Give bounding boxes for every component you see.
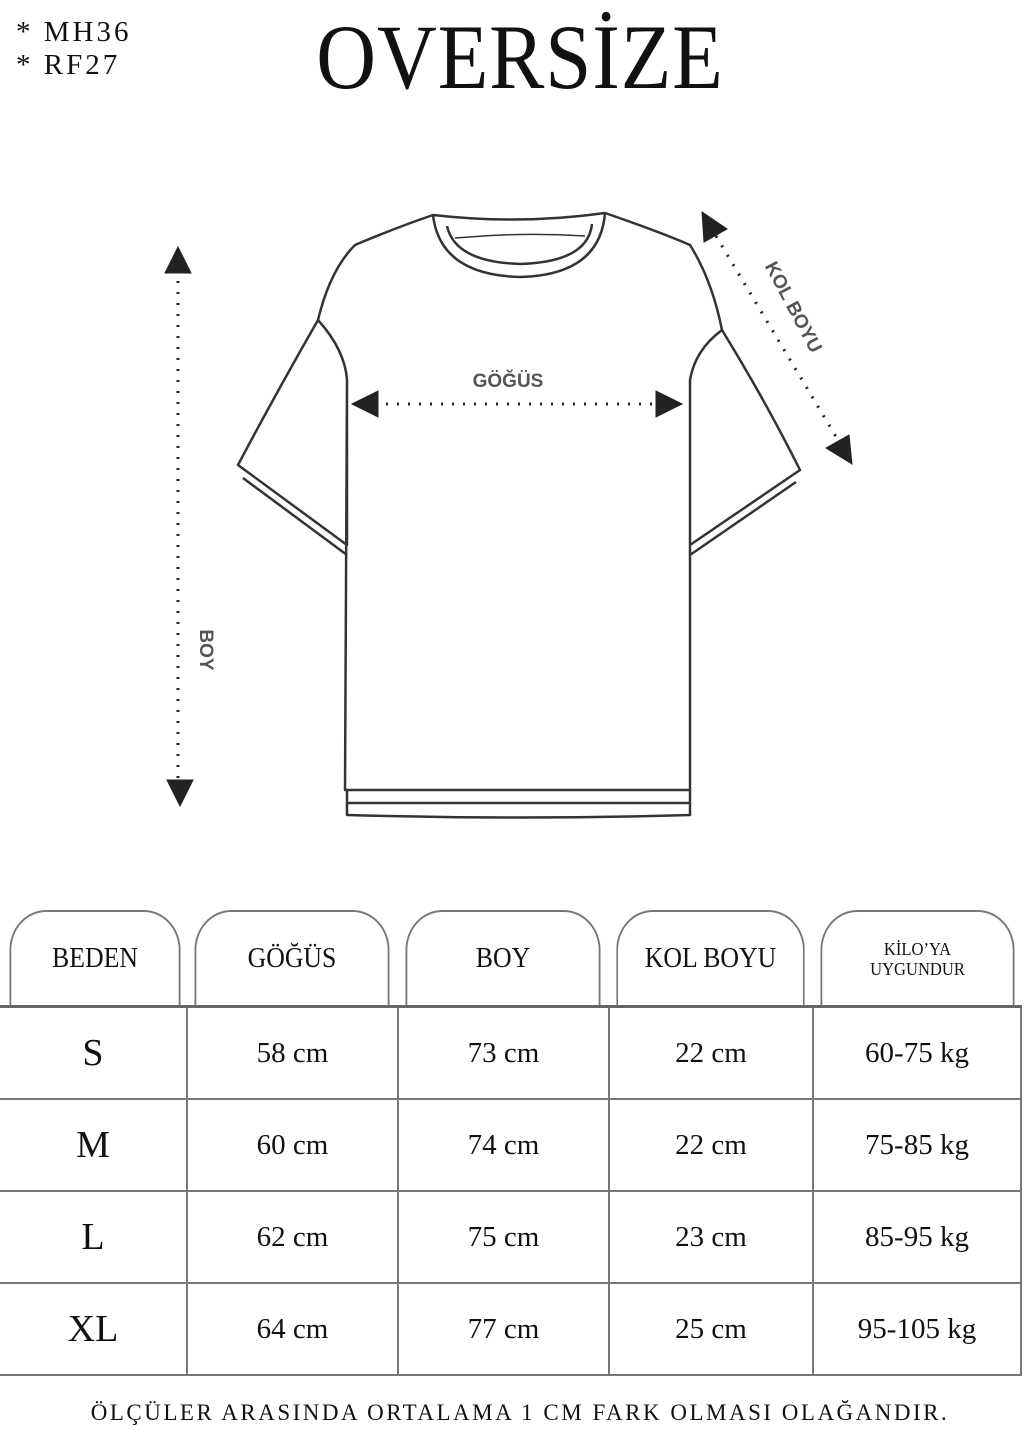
code-2: * RF27 <box>16 49 121 81</box>
size-table-body: S 58 cm 73 cm 22 cm 60-75 kg M 60 cm 74 cm 22 cm… <box>0 1005 1022 1376</box>
arrow-diag-down-icon <box>825 434 853 465</box>
page-title: OVERSİZE <box>316 6 724 108</box>
kol-boyu-cell: 23 cm <box>608 1192 812 1282</box>
kol-boyu-cell: 22 cm <box>608 1100 812 1190</box>
header-boy: BOY <box>405 910 601 1005</box>
table-row: S 58 cm 73 cm 22 cm 60-75 kg <box>0 1008 1022 1100</box>
kilo-cell: 75-85 kg <box>812 1100 1022 1190</box>
header-kilo-line2: UYGUNDUR <box>870 958 965 979</box>
table-row: XL 64 cm 77 cm 25 cm 95-105 kg <box>0 1284 1022 1376</box>
boy-cell: 73 cm <box>397 1008 608 1098</box>
boy-cell: 74 cm <box>397 1100 608 1190</box>
header-beden: BEDEN <box>9 910 181 1005</box>
gogus-label: GÖĞÜS <box>473 370 544 392</box>
arrow-up-icon <box>164 245 192 274</box>
collar <box>431 212 607 279</box>
tshirt-diagram: GÖĞÜS BOY KOL BOYU <box>164 211 853 819</box>
table-row: M 60 cm 74 cm 22 cm 75-85 kg <box>0 1100 1022 1192</box>
kilo-cell: 95-105 kg <box>812 1284 1022 1374</box>
header-kol-boyu: KOL BOYU <box>616 910 805 1005</box>
arrow-diag-up-icon <box>701 211 728 243</box>
kol-boyu-cell: 25 cm <box>608 1284 812 1374</box>
product-codes: * MH36 * RF27 <box>16 16 131 82</box>
header-gogus: GÖĞÜS <box>194 910 390 1005</box>
kilo-cell: 60-75 kg <box>812 1008 1022 1098</box>
size-cell: M <box>76 1124 110 1166</box>
boy-cell: 75 cm <box>397 1192 608 1282</box>
table-row: L 62 cm 75 cm 23 cm 85-95 kg <box>0 1192 1022 1284</box>
size-cell: XL <box>67 1308 119 1350</box>
header-kilo: KİLO’YA UYGUNDUR <box>820 910 1015 1005</box>
size-cell: S <box>82 1032 104 1074</box>
shirt-outline <box>236 211 802 792</box>
arrow-down-icon <box>166 779 194 808</box>
arrow-left-icon <box>350 390 379 418</box>
arrow-right-icon <box>655 390 684 418</box>
boy-cell: 77 cm <box>397 1284 608 1374</box>
gogus-cell: 62 cm <box>186 1192 397 1282</box>
gogus-cell: 64 cm <box>186 1284 397 1374</box>
kilo-cell: 85-95 kg <box>812 1192 1022 1282</box>
gogus-cell: 60 cm <box>186 1100 397 1190</box>
kol-boyu-cell: 22 cm <box>608 1008 812 1098</box>
kol-boyu-label: KOL BOYU <box>760 258 825 356</box>
gogus-cell: 58 cm <box>186 1008 397 1098</box>
footer-note: ÖLÇÜLER ARASINDA ORTALAMA 1 CM FARK OLMA… <box>90 1400 950 1425</box>
code-1: * MH36 <box>16 16 132 48</box>
boy-label: BOY <box>195 629 216 671</box>
header-kilo-line1: KİLO’YA <box>883 938 952 959</box>
size-cell: L <box>81 1216 105 1258</box>
